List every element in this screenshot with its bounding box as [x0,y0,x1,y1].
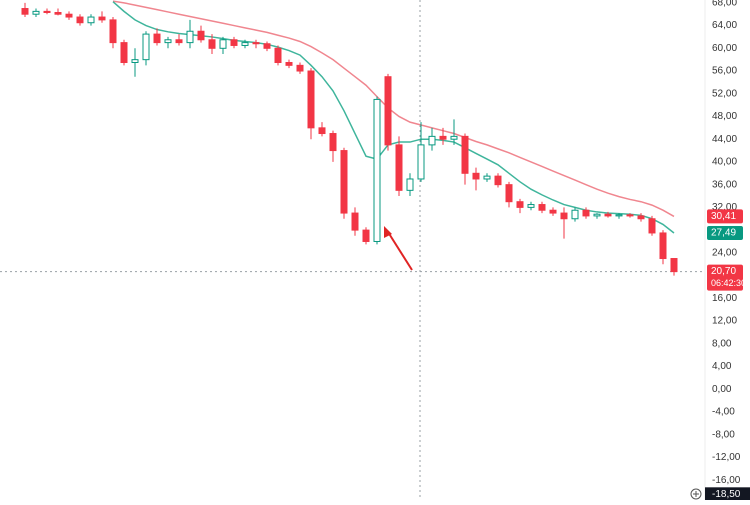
candle-body [406,178,414,191]
y-tick-label: 4,00 [712,361,732,372]
candle-body [483,175,491,180]
candle-body [208,39,216,49]
candle-body [120,42,128,63]
candle-body [285,62,293,66]
y-tick-label: 64,00 [712,20,737,31]
candle-body [142,33,150,61]
crosshair-tag [705,487,750,502]
y-tick-label: 48,00 [712,111,737,122]
price-tag [707,226,743,241]
candle-body [263,43,271,49]
candle-body [307,70,315,129]
y-tick-label: 68,00 [712,0,737,8]
candle-body [65,13,73,18]
y-tick-label: -8,00 [712,429,735,440]
y-tick-label: 24,00 [712,247,737,258]
candle-body [461,135,469,174]
candle-body [615,214,623,217]
y-tick-label: 16,00 [712,293,737,304]
crosshair-label: -18,50 [712,489,741,500]
candle-body [428,135,436,146]
candle-body [472,172,480,180]
candle-body [549,209,557,214]
candle-body [505,184,513,203]
candle-body [21,8,29,15]
candle-body [527,204,535,208]
y-tick-label: 56,00 [712,66,737,77]
candle-body [362,229,370,242]
candle-body [32,10,40,15]
candle-body [252,42,260,45]
candle-body [516,201,524,208]
candle-body [87,16,95,24]
price-tag-label: 30,41 [711,211,736,222]
y-tick-label: 36,00 [712,179,737,190]
candle-body [637,215,645,220]
candle-body [593,213,601,217]
y-tick-label: 12,00 [712,316,737,327]
candle-body [659,232,667,260]
candle-body [175,39,183,44]
candle-body [395,144,403,191]
candle-body [329,133,337,152]
candle-body [351,212,359,231]
candle-body [43,10,51,13]
annotation-arrowhead [384,226,392,238]
annotation-arrow [387,231,413,271]
candle-body [54,12,62,15]
price-tag-label: 27,49 [711,228,736,239]
candle-body [450,135,458,140]
price-tag [707,209,743,224]
candle-body [560,212,568,220]
y-tick-label: -12,00 [712,452,741,463]
moving-average [112,0,675,218]
y-tick-label: 40,00 [712,157,737,168]
candle-body [373,98,381,242]
y-tick-label: 44,00 [712,134,737,145]
candle-body [296,64,304,72]
candle-body [384,76,392,146]
candle-body [241,42,249,46]
y-tick-label: 0,00 [712,384,732,395]
candle-body [98,16,106,21]
y-tick-label: 32,00 [712,202,737,213]
y-tick-label: 52,00 [712,88,737,99]
candle-body [164,39,172,44]
candle-body [670,258,678,273]
y-tick-label: 60,00 [712,43,737,54]
candle-body [626,214,634,217]
candle-body [76,16,84,24]
candle-body [274,47,282,64]
zoom-button[interactable] [690,488,702,500]
candle-body [604,213,612,217]
candle-body [340,150,348,214]
candle-body [153,33,161,44]
candle-body [230,39,238,46]
candle-body [571,209,579,220]
y-tick-label: -16,00 [712,475,741,486]
candle-body [494,175,502,186]
candle-body [648,218,656,234]
candle-body [197,30,205,41]
y-tick-label: 8,00 [712,338,732,349]
candle-body [219,39,227,49]
candle-body [439,135,447,140]
candle-body [582,209,590,217]
candle-body [538,204,546,211]
candle-body [417,144,425,180]
price-tag-countdown: 06:42:30 [711,278,746,288]
y-tick-label: -4,00 [712,407,735,418]
candle-body [318,127,326,135]
candle-body [131,59,139,64]
candle-body [186,30,194,44]
price-tag-label: 20,70 [711,266,736,277]
moving-average [112,1,675,234]
price-tag [707,264,743,291]
candle-body [109,19,117,44]
